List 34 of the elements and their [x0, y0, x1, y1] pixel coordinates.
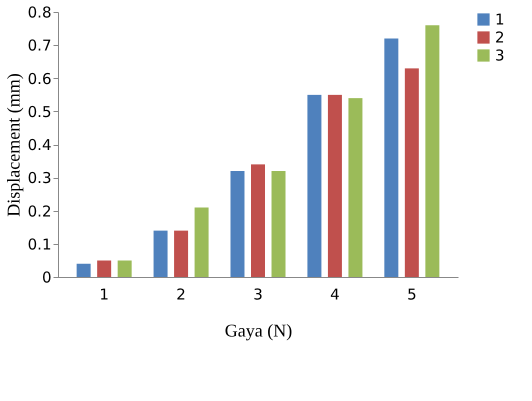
y-tick-label: 0.1 [28, 235, 52, 254]
y-tick-label: 0.4 [28, 136, 52, 154]
y-tick-label: 0.2 [28, 202, 52, 220]
bar [174, 230, 188, 277]
bar [328, 94, 342, 277]
bar [404, 68, 419, 277]
y-tick-label: 0.3 [28, 169, 52, 188]
x-tick-label: 2 [176, 286, 186, 304]
y-tick-label: 0 [42, 268, 52, 286]
bar [76, 264, 91, 277]
bar [194, 207, 209, 277]
x-tick-label: 5 [407, 286, 417, 304]
x-tick-label: 3 [253, 286, 263, 304]
bar [307, 94, 322, 277]
bar [154, 230, 168, 277]
bar [118, 260, 132, 277]
legend-label: 1 [495, 10, 505, 28]
x-tick-label: 4 [330, 286, 340, 304]
x-axis-title: Gaya (N) [224, 320, 292, 340]
bar [251, 164, 265, 277]
y-tick-label: 0.6 [28, 70, 52, 88]
bar [384, 38, 398, 277]
bar [425, 25, 440, 277]
y-tick-label: 0.8 [28, 4, 52, 22]
legend-label: 2 [495, 28, 505, 46]
bar [272, 171, 286, 277]
bar [348, 98, 362, 277]
y-axis-title: Displacement (mm) [4, 73, 24, 217]
y-tick-label: 0.5 [28, 102, 52, 121]
bar [97, 260, 112, 277]
x-tick-label: 1 [99, 286, 109, 304]
y-tick-label: 0.7 [28, 36, 52, 55]
bar [230, 171, 244, 277]
legend-label: 3 [495, 46, 505, 64]
